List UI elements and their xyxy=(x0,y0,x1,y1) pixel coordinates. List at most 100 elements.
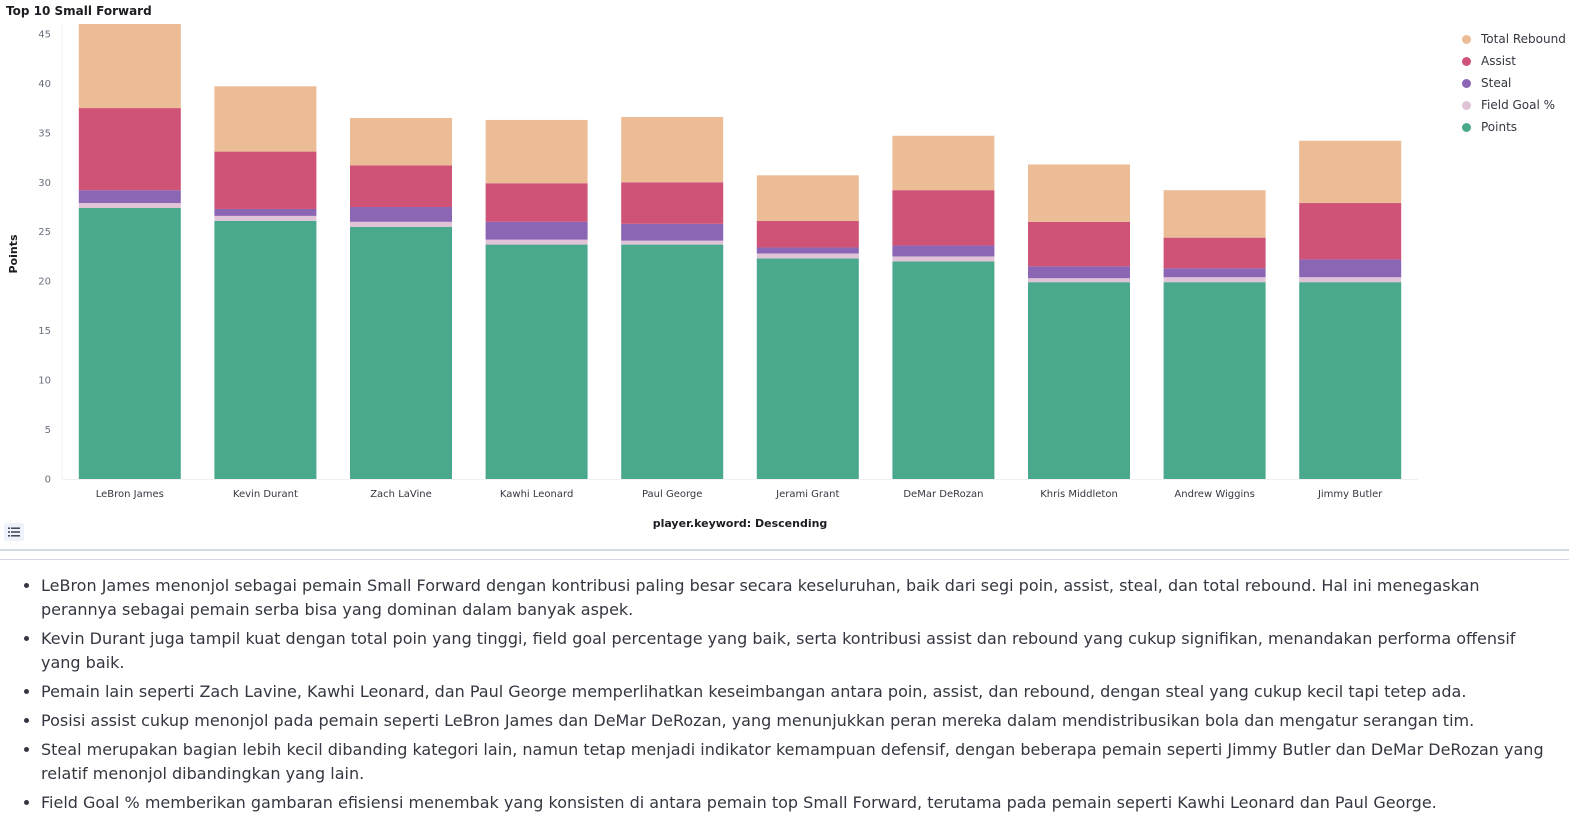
bar-segment xyxy=(214,151,317,209)
x-tick-label: Jimmy Butler xyxy=(1317,489,1383,500)
bar-segment xyxy=(756,220,859,248)
legend-item-field-goal[interactable]: Field Goal % xyxy=(1462,94,1566,116)
list-item: Steal merupakan bagian lebih kecil diban… xyxy=(41,738,1557,786)
legend-label: Steal xyxy=(1481,76,1512,90)
list-item: Posisi assist cukup menonjol pada pemain… xyxy=(41,709,1557,733)
legend-label: Assist xyxy=(1481,54,1517,68)
y-tick-label: 45 xyxy=(38,29,51,40)
x-tick-label: Kawhi Leonard xyxy=(500,489,573,500)
x-axis-title: player.keyword: Descending xyxy=(653,517,828,530)
bar-segment xyxy=(350,117,452,166)
x-tick-label: DeMar DeRozan xyxy=(903,489,983,500)
y-tick-label: 40 xyxy=(38,79,51,90)
x-tick-label: Paul George xyxy=(642,489,702,500)
list-item: Pemain lain seperti Zach Lavine, Kawhi L… xyxy=(41,680,1557,704)
chart-title: Top 10 Small Forward xyxy=(6,4,152,18)
bar-segment xyxy=(1163,268,1266,278)
bar-segment xyxy=(892,245,995,257)
bar-segment xyxy=(350,221,452,227)
legend-dot-icon xyxy=(1462,34,1471,44)
bar-segment xyxy=(892,190,995,246)
panel-divider xyxy=(0,549,1569,551)
y-tick-label: 5 xyxy=(45,425,51,436)
y-tick-label: 15 xyxy=(38,326,51,337)
bar-segment xyxy=(214,208,317,216)
legend-dot-icon xyxy=(1462,56,1471,66)
bar-segment xyxy=(621,223,724,241)
bar-segment xyxy=(78,203,181,208)
x-tick-label: Khris Middleton xyxy=(1040,489,1118,500)
legend-dot-icon xyxy=(1462,122,1471,132)
list-item: LeBron James menonjol sebagai pemain Sma… xyxy=(41,574,1557,622)
bar-segment xyxy=(485,119,588,184)
bar-segment xyxy=(621,240,724,245)
bar-segment xyxy=(756,253,859,259)
bar-segment xyxy=(350,165,452,207)
bar-segment xyxy=(214,220,317,479)
y-tick-label: 20 xyxy=(38,277,51,288)
x-tick-label: Jerami Grant xyxy=(775,489,839,500)
bar-segment xyxy=(1163,237,1266,269)
legend-dot-icon xyxy=(1462,100,1471,110)
legend-item-steal[interactable]: Steal xyxy=(1462,72,1566,94)
bar-segment xyxy=(756,175,859,221)
bar-segment xyxy=(621,182,724,224)
list-icon xyxy=(8,527,20,537)
y-tick-label: 25 xyxy=(38,227,51,238)
legend-label: Points xyxy=(1481,120,1518,134)
bar-segment xyxy=(621,116,724,183)
bar-segment xyxy=(1163,277,1266,283)
bar-segment xyxy=(892,261,995,479)
bar-segment xyxy=(485,239,588,245)
x-tick-label: Andrew Wiggins xyxy=(1174,489,1254,500)
stacked-bar-chart: 0 5 10 15 20 25 30 35 40 45 Points LeBron James Kevi… xyxy=(7,24,1418,530)
bar-segment xyxy=(1299,282,1402,479)
legend-item-points[interactable]: Points xyxy=(1462,116,1566,138)
legend-label: Total Rebound xyxy=(1481,32,1566,46)
bar-segment xyxy=(214,86,317,152)
bar-segment xyxy=(1299,277,1402,283)
bar-segment xyxy=(1028,266,1130,279)
bar-segment xyxy=(78,190,181,204)
bar-segment xyxy=(892,135,995,191)
bar-segment xyxy=(756,247,859,254)
legend-item-assist[interactable]: Assist xyxy=(1462,50,1566,72)
bar-segment xyxy=(350,226,452,479)
bar-segment xyxy=(78,108,181,191)
bar-segment xyxy=(350,206,452,222)
bar-segment xyxy=(1299,140,1402,204)
y-tick-label: 35 xyxy=(38,128,51,139)
bar-segment xyxy=(214,215,317,221)
bar-segment xyxy=(485,221,588,240)
bar-segment xyxy=(756,258,859,479)
y-tick-label: 30 xyxy=(38,178,51,189)
legend-item-total-rebound[interactable]: Total Rebound xyxy=(1462,28,1566,50)
panel-divider xyxy=(0,559,1569,560)
insights-list: LeBron James menonjol sebagai pemain Sma… xyxy=(0,574,1569,820)
x-tick-label: LeBron James xyxy=(96,489,164,500)
y-tick-label: 0 xyxy=(45,475,51,486)
bar-segment xyxy=(621,244,724,479)
list-item: Kevin Durant juga tampil kuat dengan tot… xyxy=(41,627,1557,675)
legend-label: Field Goal % xyxy=(1481,98,1556,112)
legend-toggle-button[interactable] xyxy=(4,523,24,541)
bar-segment xyxy=(485,183,588,222)
y-axis-title: Points xyxy=(7,234,20,273)
bar-segment xyxy=(78,207,181,479)
bar-segment xyxy=(1299,203,1402,260)
chart-panel: 0 5 10 15 20 25 30 35 40 45 Points LeBron James Kevi… xyxy=(4,4,1566,541)
bar-segment xyxy=(1028,164,1130,222)
bar-segment xyxy=(1299,259,1402,278)
bar-segment xyxy=(485,244,588,479)
bar-segment xyxy=(1163,282,1266,479)
x-tick-label: Zach LaVine xyxy=(370,489,432,500)
legend-dot-icon xyxy=(1462,78,1471,88)
bar-segment xyxy=(1028,221,1130,267)
bar-segment xyxy=(78,24,181,109)
list-item: Field Goal % memberikan gambaran efisien… xyxy=(41,791,1557,815)
bar-segment xyxy=(1028,278,1130,283)
x-tick-label: Kevin Durant xyxy=(233,489,298,500)
chart-legend: Total Rebound Assist Steal Field Goal % … xyxy=(1462,28,1566,138)
bar-segment xyxy=(1163,190,1266,238)
bar-segment xyxy=(1028,282,1130,479)
